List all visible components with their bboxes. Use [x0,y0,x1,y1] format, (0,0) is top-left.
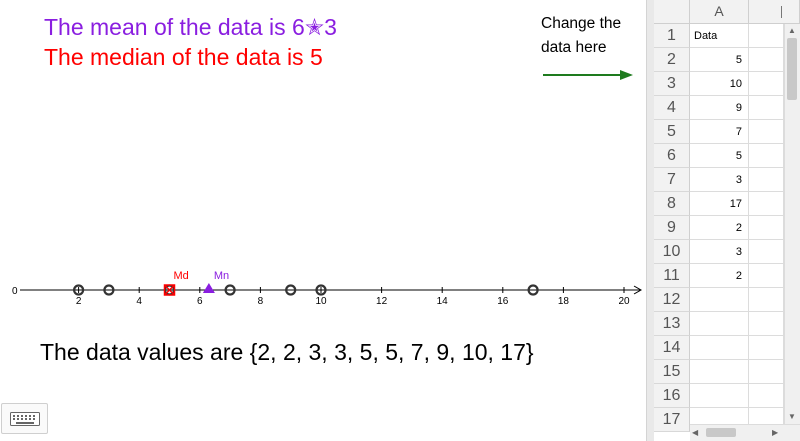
row-header[interactable]: 8 [654,192,690,216]
data-cell[interactable]: 7 [690,120,749,144]
empty-cell[interactable] [749,96,784,120]
row-header[interactable]: 7 [654,168,690,192]
column-header-b[interactable] [749,0,800,24]
tick-label: 2 [76,296,82,307]
change-data-line-1: Change the [541,15,622,32]
row-header[interactable]: 6 [654,144,690,168]
row-header[interactable]: 13 [654,312,690,336]
data-markers: Md Mn [72,270,539,296]
data-point [224,284,236,296]
empty-cell[interactable] [749,288,784,312]
empty-cell[interactable] [749,120,784,144]
empty-cell[interactable] [749,336,784,360]
change-data-instruction: Change the data here [541,12,621,60]
data-values-statement: The data values are {2, 2, 3, 3, 5, 5, 7… [40,339,534,365]
panel-divider[interactable] [646,0,654,441]
empty-cell[interactable] [749,384,784,408]
data-cell[interactable]: 2 [690,264,749,288]
change-data-line-2: data here [541,39,607,56]
data-cell[interactable] [690,384,749,408]
row-header[interactable]: 3 [654,72,690,96]
median-statement: The median of the data is 5 [44,44,323,70]
row-header[interactable]: 16 [654,384,690,408]
spreadsheet-view: A 1 Data 2 5 3 10 4 9 5 7 6 5 7 3 8 17 9 2 10 3 11 2 12 13 14 15 1… [654,0,800,441]
data-cell[interactable]: 3 [690,168,749,192]
scroll-right-icon[interactable]: ▶ [772,428,779,437]
empty-cell[interactable] [749,312,784,336]
row-header[interactable]: 17 [654,408,690,432]
empty-cell[interactable] [749,72,784,96]
empty-cell[interactable] [749,192,784,216]
data-cell[interactable]: 3 [690,240,749,264]
scroll-down-icon[interactable]: ▼ [788,412,796,421]
row-header[interactable]: 15 [654,360,690,384]
empty-cell[interactable] [749,360,784,384]
sheet-corner[interactable] [654,0,690,24]
tick-label: 16 [497,296,509,307]
keyboard-toggle-button[interactable] [1,403,48,434]
row-header[interactable]: 2 [654,48,690,72]
column-header-a[interactable]: A [690,0,749,24]
tick-label: 14 [437,296,449,307]
empty-cell[interactable] [749,48,784,72]
data-point [315,284,327,296]
row-header[interactable]: 1 [654,24,690,48]
row-header[interactable]: 10 [654,240,690,264]
data-cell[interactable] [690,360,749,384]
row-header[interactable]: 14 [654,336,690,360]
scroll-up-icon[interactable]: ▲ [788,26,796,35]
scroll-left-icon[interactable]: ◀ [692,428,699,437]
row-header[interactable]: 4 [654,96,690,120]
data-cell[interactable]: 17 [690,192,749,216]
horizontal-scroll-thumb[interactable] [706,428,736,437]
empty-cell[interactable] [749,216,784,240]
median-label: Md [174,270,189,282]
cell-a1-header[interactable]: Data [690,24,749,48]
data-cell[interactable] [690,336,749,360]
data-cell[interactable] [690,312,749,336]
data-point [103,284,115,296]
tick-label: 20 [618,296,630,307]
vertical-scrollbar[interactable] [784,24,800,424]
data-cell[interactable]: 2 [690,216,749,240]
tick-label: 18 [558,296,570,307]
x-axis-arrow [633,285,643,295]
row-header[interactable]: 11 [654,264,690,288]
data-cell[interactable]: 9 [690,96,749,120]
change-data-arrow [543,70,633,80]
data-cell[interactable]: 5 [690,48,749,72]
empty-cell[interactable] [749,264,784,288]
empty-cell[interactable] [749,240,784,264]
data-cell[interactable] [690,288,749,312]
median-marker [163,284,176,296]
mean-marker [202,283,215,293]
vertical-scroll-thumb[interactable] [787,38,797,100]
data-cell[interactable]: 5 [690,144,749,168]
data-point [72,284,85,296]
tick-label: 12 [376,296,388,307]
empty-cell[interactable] [749,168,784,192]
mean-label: Mn [214,270,229,282]
tick-label: 8 [258,296,264,307]
tick-label: 10 [315,296,327,307]
empty-cell[interactable] [749,144,784,168]
tick-label: 6 [197,296,203,307]
empty-cell[interactable] [749,24,784,48]
mean-statement: The mean of the data is 6✭3 [44,14,337,40]
row-header[interactable]: 5 [654,120,690,144]
data-point [527,284,539,296]
graphics-view[interactable]: 0 2 4 6 8 10 12 14 16 18 20 Md Mn [0,0,646,441]
row-header[interactable]: 12 [654,288,690,312]
keyboard-icon [10,412,40,426]
row-header[interactable]: 9 [654,216,690,240]
median-marker-cross [163,284,176,296]
data-point [285,284,297,296]
data-cell[interactable]: 10 [690,72,749,96]
tick-label: 4 [136,296,142,307]
axis-origin-label: 0 [12,286,18,297]
